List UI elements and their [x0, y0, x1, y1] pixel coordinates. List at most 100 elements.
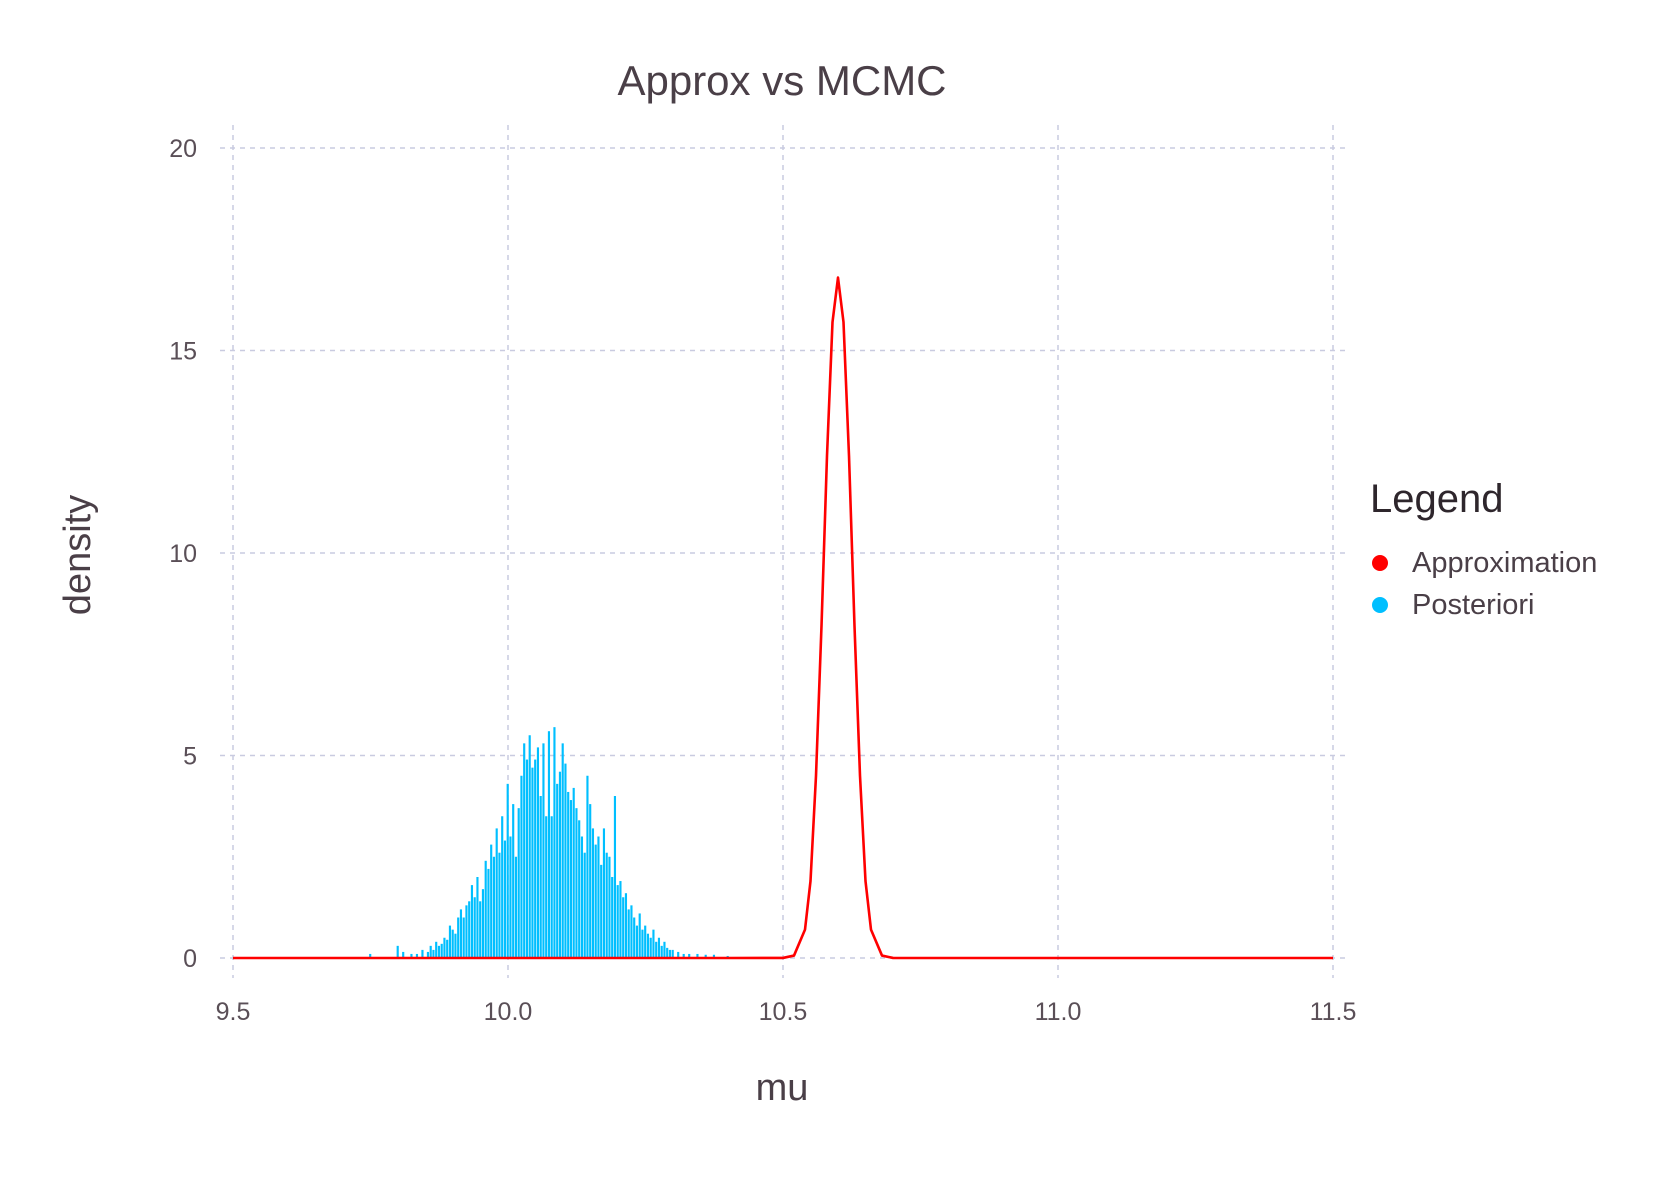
histogram-bar: [635, 925, 639, 958]
y-tick-label: 15: [169, 338, 197, 366]
legend-title: Legend: [1370, 477, 1503, 521]
histogram-bar: [564, 763, 567, 958]
histogram-bar: [448, 925, 452, 958]
histogram-bar: [641, 929, 644, 958]
histogram-bar: [402, 951, 405, 958]
histogram-bar: [369, 953, 372, 958]
histogram-bar: [437, 945, 441, 958]
histogram-bar: [597, 836, 600, 958]
y-tick-label: 0: [183, 945, 197, 973]
y-axis-title: density: [57, 495, 99, 615]
histogram-bar: [677, 951, 680, 958]
histogram-bar: [600, 864, 603, 958]
histogram-bar: [611, 877, 614, 958]
histogram-bar: [624, 893, 628, 958]
histogram-bar: [663, 941, 666, 958]
histogram-bar: [622, 897, 625, 958]
histogram-bar: [410, 953, 413, 958]
legend-marker-posteriori: [1372, 597, 1388, 613]
x-tick-label: 11.5: [1310, 998, 1357, 1026]
histogram-bar: [578, 820, 581, 958]
histogram-bar: [525, 759, 529, 958]
histogram-bar: [550, 816, 553, 958]
histogram-bar: [531, 767, 534, 958]
histogram-bar: [470, 885, 474, 958]
histogram-bar: [649, 937, 652, 958]
histogram-bar: [696, 953, 699, 958]
histogram-bar: [586, 775, 589, 958]
x-tick-label: 9.5: [216, 998, 251, 1026]
x-tick-label: 10.0: [484, 998, 533, 1026]
histogram-bar: [712, 954, 716, 958]
histogram-bar: [660, 945, 663, 958]
histogram-bar: [657, 937, 661, 958]
histogram-bar: [561, 743, 564, 958]
histogram-bar: [534, 759, 537, 958]
approximation-line: [233, 276, 1333, 960]
histogram-bar: [594, 844, 597, 958]
histogram-bar: [616, 885, 619, 958]
histogram-bar: [671, 949, 674, 958]
histogram-bar: [572, 787, 575, 958]
legend-label-approximation: Approximation: [1412, 547, 1597, 579]
histogram-bar: [523, 743, 526, 958]
histogram-bar: [432, 949, 435, 958]
histogram-bar: [633, 917, 636, 958]
grid: [220, 125, 1345, 978]
histogram-bar: [539, 796, 542, 958]
histogram-bar: [462, 917, 465, 958]
histogram-bar: [545, 816, 548, 958]
histogram-bar: [613, 796, 617, 958]
histogram-bar: [688, 953, 691, 958]
histogram-bar: [465, 905, 468, 958]
histogram-bar: [446, 939, 449, 958]
histogram-bar: [580, 836, 584, 958]
histogram-bar: [443, 937, 446, 958]
histogram-bar: [481, 889, 485, 958]
posteriori-histogram: [369, 727, 729, 958]
histogram-bar: [553, 727, 556, 958]
histogram-bar: [501, 816, 504, 958]
histogram-bar: [704, 954, 707, 958]
x-tick-label: 11.0: [1035, 998, 1082, 1026]
histogram-bar: [512, 804, 515, 958]
y-tick-label: 10: [169, 540, 197, 568]
histogram-bar: [528, 735, 531, 958]
histogram-bar: [490, 844, 493, 958]
x-axis-title: mu: [756, 1067, 809, 1109]
histogram-bar: [575, 808, 578, 958]
histogram-bar: [542, 743, 545, 958]
legend-marker-approximation: [1372, 555, 1388, 571]
histogram-bar: [547, 731, 551, 958]
histogram-bar: [608, 856, 611, 958]
histogram-bar: [451, 929, 454, 958]
histogram-bar: [567, 791, 570, 958]
histogram-bar: [421, 949, 424, 958]
histogram-bar: [468, 901, 471, 958]
histogram-bar: [627, 909, 630, 958]
histogram-bar: [591, 828, 595, 958]
histogram-bar: [517, 808, 520, 958]
histogram-bar: [459, 909, 463, 958]
y-tick-label: 5: [183, 743, 197, 771]
histogram-bar: [666, 947, 669, 958]
histogram-bar: [668, 949, 672, 958]
histogram-bar: [569, 800, 573, 958]
x-tick-label: 10.5: [759, 998, 808, 1026]
histogram-bar: [583, 852, 586, 958]
histogram-bar: [476, 877, 479, 958]
histogram-bar: [503, 840, 507, 958]
histogram-bar: [605, 852, 608, 958]
histogram-bar: [495, 828, 498, 958]
histogram-bar: [440, 943, 443, 958]
histogram-bar: [514, 856, 518, 958]
histogram-bar: [506, 783, 509, 958]
histogram-bar: [509, 836, 512, 958]
histogram-bar: [454, 933, 457, 958]
histogram-bar: [415, 953, 419, 958]
histogram-bar: [536, 747, 540, 958]
histogram-bar: [646, 933, 650, 958]
histogram-bar: [429, 945, 432, 958]
histogram-bar: [492, 856, 496, 958]
